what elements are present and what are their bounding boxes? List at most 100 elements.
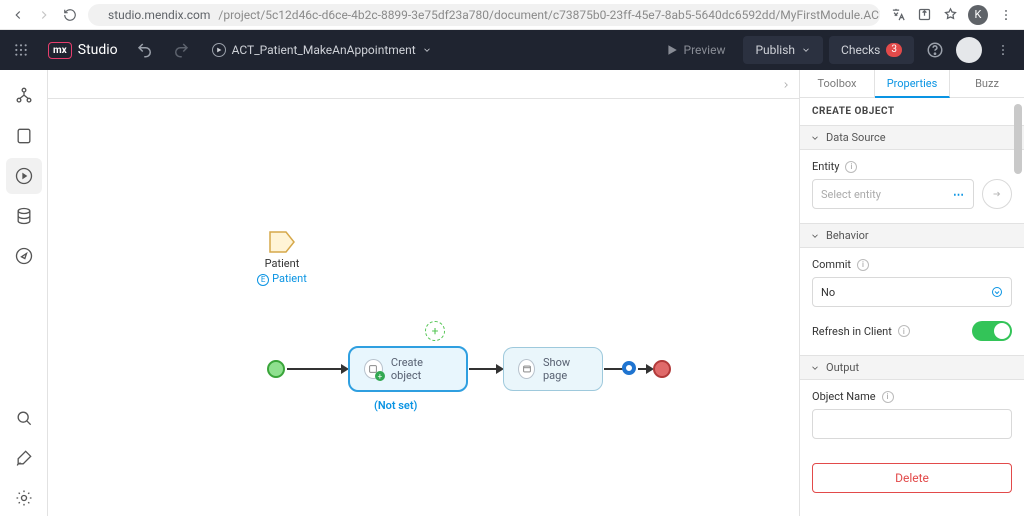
refresh-label: Refresh in Clienti (812, 325, 910, 338)
parameter-shape-icon (269, 231, 295, 253)
info-icon[interactable]: i (845, 161, 857, 173)
delete-button[interactable]: Delete (812, 463, 1012, 493)
scroll-thumb[interactable] (1014, 104, 1022, 174)
rail-settings-icon[interactable] (6, 480, 42, 516)
flow-end-event[interactable] (653, 360, 671, 378)
redo-button[interactable] (166, 35, 196, 65)
chevron-down-icon (810, 133, 820, 143)
flow-intermediate-event[interactable] (622, 361, 636, 375)
flow-area: Patient EPatient + Create object (Not se… (48, 99, 799, 516)
group-output[interactable]: Output (800, 356, 1024, 380)
entity-placeholder: Select entity (821, 188, 881, 201)
rail-theme-icon[interactable] (6, 440, 42, 476)
delete-label: Delete (895, 471, 929, 485)
entity-label: Entityi (812, 160, 1012, 173)
flow-edge (604, 368, 624, 370)
commit-select[interactable]: No (812, 277, 1012, 307)
avatar-initial: K (975, 8, 982, 21)
object-name-label: Object Namei (812, 390, 1012, 403)
preview-button[interactable]: Preview (654, 36, 738, 64)
publish-label: Publish (755, 43, 795, 57)
chevron-down-icon (810, 231, 820, 241)
nav-reload-icon[interactable] (62, 7, 78, 23)
group-behavior[interactable]: Behavior (800, 224, 1024, 248)
profile-avatar[interactable] (956, 37, 982, 63)
brand[interactable]: mx Studio (42, 42, 124, 59)
delete-bar: Delete (800, 453, 1024, 503)
translate-icon[interactable] (890, 7, 906, 23)
browser-menu-icon[interactable] (998, 7, 1014, 23)
flow-start-event[interactable] (267, 360, 285, 378)
url-host: studio.mendix.com (108, 8, 210, 22)
show-page-icon (518, 359, 535, 379)
parameter-type: EPatient (252, 272, 312, 286)
help-button[interactable] (920, 35, 950, 65)
commit-label: Commiti (812, 258, 1012, 271)
url-path: /project/5c12d46c-d6ce-4b2c-8899-3e75df2… (218, 8, 880, 22)
goto-entity-button[interactable] (982, 179, 1012, 209)
rail-microflow-icon[interactable] (6, 158, 42, 194)
group-header-label: Behavior (826, 229, 869, 242)
rail-pages-icon[interactable] (6, 118, 42, 154)
rail-navigation-icon[interactable] (6, 238, 42, 274)
object-name-input[interactable] (812, 409, 1012, 439)
plus-badge-icon: + (375, 371, 385, 381)
browser-chrome: studio.mendix.com/project/5c12d46c-d6ce-… (0, 0, 1024, 30)
canvas-topstrip (48, 71, 799, 99)
panel-title: CREATE OBJECT (800, 98, 1024, 126)
brand-badge: mx (48, 42, 72, 59)
chevron-down-icon (810, 363, 820, 373)
tab-toolbox[interactable]: Toolbox (800, 70, 875, 97)
share-icon[interactable] (916, 7, 932, 23)
undo-button[interactable] (130, 35, 160, 65)
flow-node-show-page[interactable]: Show page (503, 347, 603, 391)
info-icon[interactable]: i (882, 391, 894, 403)
app-shell: Patient EPatient + Create object (Not se… (0, 70, 1024, 516)
app-menu-icon[interactable] (988, 35, 1018, 65)
toggle-knob (994, 323, 1010, 339)
browser-avatar[interactable]: K (968, 5, 988, 25)
entity-select[interactable]: Select entity ⋯ (812, 179, 974, 209)
bookmark-star-icon[interactable] (942, 7, 958, 23)
group-body-output: Object Namei (800, 380, 1024, 453)
checks-label: Checks (841, 43, 880, 57)
chevron-down-icon (801, 45, 811, 55)
node-caption: (Not set) (374, 399, 417, 412)
tab-properties[interactable]: Properties (875, 70, 950, 98)
refresh-toggle[interactable] (972, 321, 1012, 341)
group-header-label: Output (826, 361, 859, 374)
rail-domain-model-icon[interactable] (6, 78, 42, 114)
apps-grid-icon[interactable] (6, 35, 36, 65)
chevron-down-icon (422, 45, 432, 55)
publish-button[interactable]: Publish (743, 36, 823, 64)
document-breadcrumb[interactable]: ACT_Patient_MakeAnAppointment (202, 36, 442, 64)
info-icon[interactable]: i (898, 325, 910, 337)
info-icon[interactable]: i (857, 259, 869, 271)
group-header-label: Data Source (826, 131, 886, 144)
left-rail (0, 70, 48, 516)
breadcrumb-label: ACT_Patient_MakeAnAppointment (232, 43, 416, 57)
group-data-source[interactable]: Data Source (800, 126, 1024, 150)
flow-node-create-object[interactable]: + Create object (348, 346, 468, 392)
nav-back-icon[interactable] (10, 7, 26, 23)
commit-value: No (821, 286, 835, 299)
preview-label: Preview (684, 43, 726, 57)
create-object-icon: + (364, 359, 383, 379)
tab-buzz[interactable]: Buzz (950, 70, 1024, 97)
url-bar[interactable]: studio.mendix.com/project/5c12d46c-d6ce-… (88, 4, 880, 26)
microflow-canvas[interactable]: Patient EPatient + Create object (Not se… (48, 70, 799, 516)
node-label: Create object (391, 356, 452, 382)
nav-forward-icon[interactable] (36, 7, 52, 23)
panel-scrollbar[interactable] (1014, 98, 1022, 516)
add-hint-icon[interactable]: + (425, 321, 445, 341)
group-body-behavior: Commiti No Refresh in Clienti (800, 248, 1024, 356)
flow-parameter[interactable]: Patient EPatient (252, 231, 312, 286)
checks-count-badge: 3 (886, 43, 902, 57)
flow-edge (287, 368, 343, 370)
checks-button[interactable]: Checks 3 (829, 36, 914, 64)
rail-search-icon[interactable] (6, 400, 42, 436)
rail-database-icon[interactable] (6, 198, 42, 234)
properties-panel: Toolbox Properties Buzz CREATE OBJECT Da… (799, 70, 1024, 516)
group-body-data-source: Entityi Select entity ⋯ (800, 150, 1024, 224)
node-label: Show page (543, 356, 588, 382)
